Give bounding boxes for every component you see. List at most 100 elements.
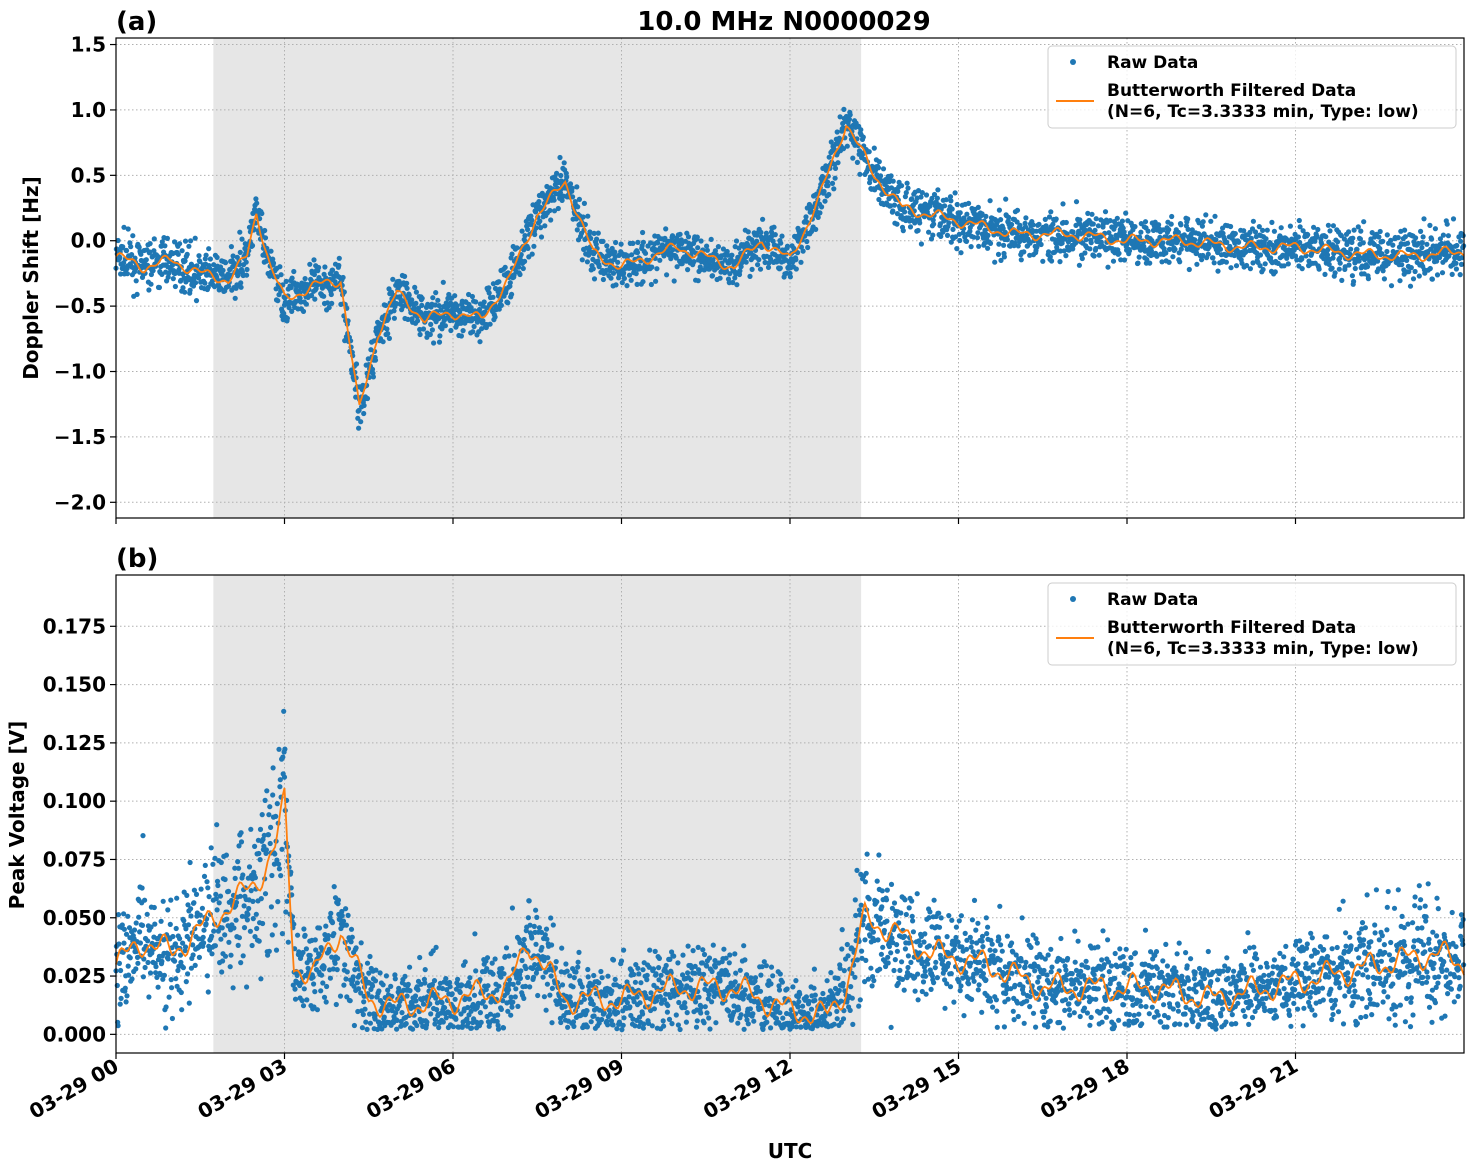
raw-data-point xyxy=(206,894,212,900)
raw-data-point xyxy=(237,893,243,899)
raw-data-point xyxy=(1148,248,1154,254)
raw-data-point xyxy=(595,230,601,236)
raw-data-point xyxy=(1093,216,1099,222)
raw-data-point xyxy=(824,978,830,984)
raw-data-point xyxy=(281,310,287,316)
raw-data-point xyxy=(553,959,559,965)
raw-data-point xyxy=(272,922,278,928)
raw-data-point xyxy=(399,1010,405,1016)
raw-data-point xyxy=(262,227,268,234)
raw-data-point xyxy=(665,1002,671,1009)
raw-data-point xyxy=(1384,232,1390,238)
raw-data-point xyxy=(440,1019,446,1025)
raw-data-point xyxy=(642,250,649,256)
raw-data-point xyxy=(292,986,298,992)
raw-data-point xyxy=(1341,236,1347,242)
raw-data-point xyxy=(812,992,818,998)
raw-data-point xyxy=(417,326,423,333)
raw-data-point xyxy=(175,967,181,974)
raw-data-point xyxy=(167,921,173,928)
raw-data-point xyxy=(145,959,151,966)
raw-data-point xyxy=(1156,222,1162,228)
raw-data-point xyxy=(826,154,832,160)
raw-data-point xyxy=(559,982,566,988)
raw-data-point xyxy=(1236,239,1242,245)
y-tick-label: 1.5 xyxy=(71,33,106,57)
raw-data-point xyxy=(996,241,1002,247)
raw-data-point xyxy=(765,241,771,248)
raw-data-point xyxy=(321,964,327,970)
raw-data-point xyxy=(280,754,286,760)
raw-data-point xyxy=(931,221,937,227)
raw-data-point xyxy=(432,1021,438,1027)
raw-data-point xyxy=(282,746,288,752)
raw-data-point xyxy=(396,985,402,992)
raw-data-point xyxy=(154,974,160,981)
raw-data-point xyxy=(442,323,448,329)
raw-data-point xyxy=(1355,224,1361,230)
raw-data-point xyxy=(579,257,585,263)
raw-data-point xyxy=(184,892,190,899)
raw-data-point xyxy=(797,991,803,997)
raw-data-point xyxy=(1081,226,1088,232)
raw-data-point xyxy=(958,250,964,256)
raw-data-point xyxy=(218,859,224,866)
raw-data-point xyxy=(329,300,335,306)
raw-data-point xyxy=(526,898,532,904)
raw-data-point xyxy=(1335,239,1341,245)
raw-data-point xyxy=(1223,259,1229,265)
raw-data-point xyxy=(796,999,802,1005)
raw-data-point xyxy=(343,976,349,982)
raw-data-point xyxy=(637,1000,643,1006)
raw-data-point xyxy=(484,966,490,972)
raw-data-point xyxy=(840,146,847,152)
raw-data-point xyxy=(706,1015,712,1021)
raw-data-point xyxy=(1460,233,1466,239)
raw-data-point xyxy=(1410,276,1417,282)
raw-data-point xyxy=(148,924,154,930)
raw-data-point xyxy=(180,271,186,277)
raw-data-point xyxy=(992,259,998,265)
raw-data-point xyxy=(626,994,632,1000)
raw-data-point xyxy=(319,972,325,978)
raw-data-point xyxy=(119,922,125,928)
raw-data-point xyxy=(1157,234,1163,240)
raw-data-point xyxy=(1354,246,1360,252)
raw-data-point xyxy=(536,199,542,205)
raw-data-point xyxy=(544,936,550,942)
raw-data-point xyxy=(1040,258,1046,264)
raw-data-point xyxy=(204,879,210,885)
legend-filtered-params: (N=6, Tc=3.3333 min, Type: low) xyxy=(1107,102,1419,122)
raw-data-point xyxy=(1168,221,1174,227)
raw-data-point xyxy=(1453,266,1459,272)
raw-data-point xyxy=(1395,235,1401,241)
raw-data-point xyxy=(811,966,818,972)
raw-data-point xyxy=(950,226,956,232)
raw-data-point xyxy=(444,987,450,993)
raw-data-point xyxy=(1458,261,1465,267)
raw-data-point xyxy=(543,1007,549,1013)
raw-data-point xyxy=(383,302,389,308)
raw-data-point xyxy=(337,993,344,999)
raw-data-point xyxy=(459,982,465,988)
raw-data-point xyxy=(652,948,658,955)
raw-data-point xyxy=(634,994,640,1000)
raw-data-point xyxy=(760,216,766,222)
raw-data-point xyxy=(254,925,260,932)
raw-data-point xyxy=(142,897,148,903)
raw-data-point xyxy=(618,958,625,964)
raw-data-point xyxy=(1105,264,1111,270)
raw-data-point xyxy=(123,999,129,1005)
raw-data-point xyxy=(630,240,636,246)
raw-data-point xyxy=(240,872,246,878)
raw-data-point xyxy=(316,264,322,271)
raw-data-point xyxy=(899,183,905,189)
raw-data-point xyxy=(212,943,218,949)
y-tick-label: 0.125 xyxy=(43,731,106,755)
raw-data-point xyxy=(875,165,882,171)
raw-data-point xyxy=(648,990,654,996)
raw-data-point xyxy=(151,904,157,911)
raw-data-point xyxy=(963,238,970,244)
raw-data-point xyxy=(129,976,135,982)
raw-data-point xyxy=(1402,227,1408,233)
